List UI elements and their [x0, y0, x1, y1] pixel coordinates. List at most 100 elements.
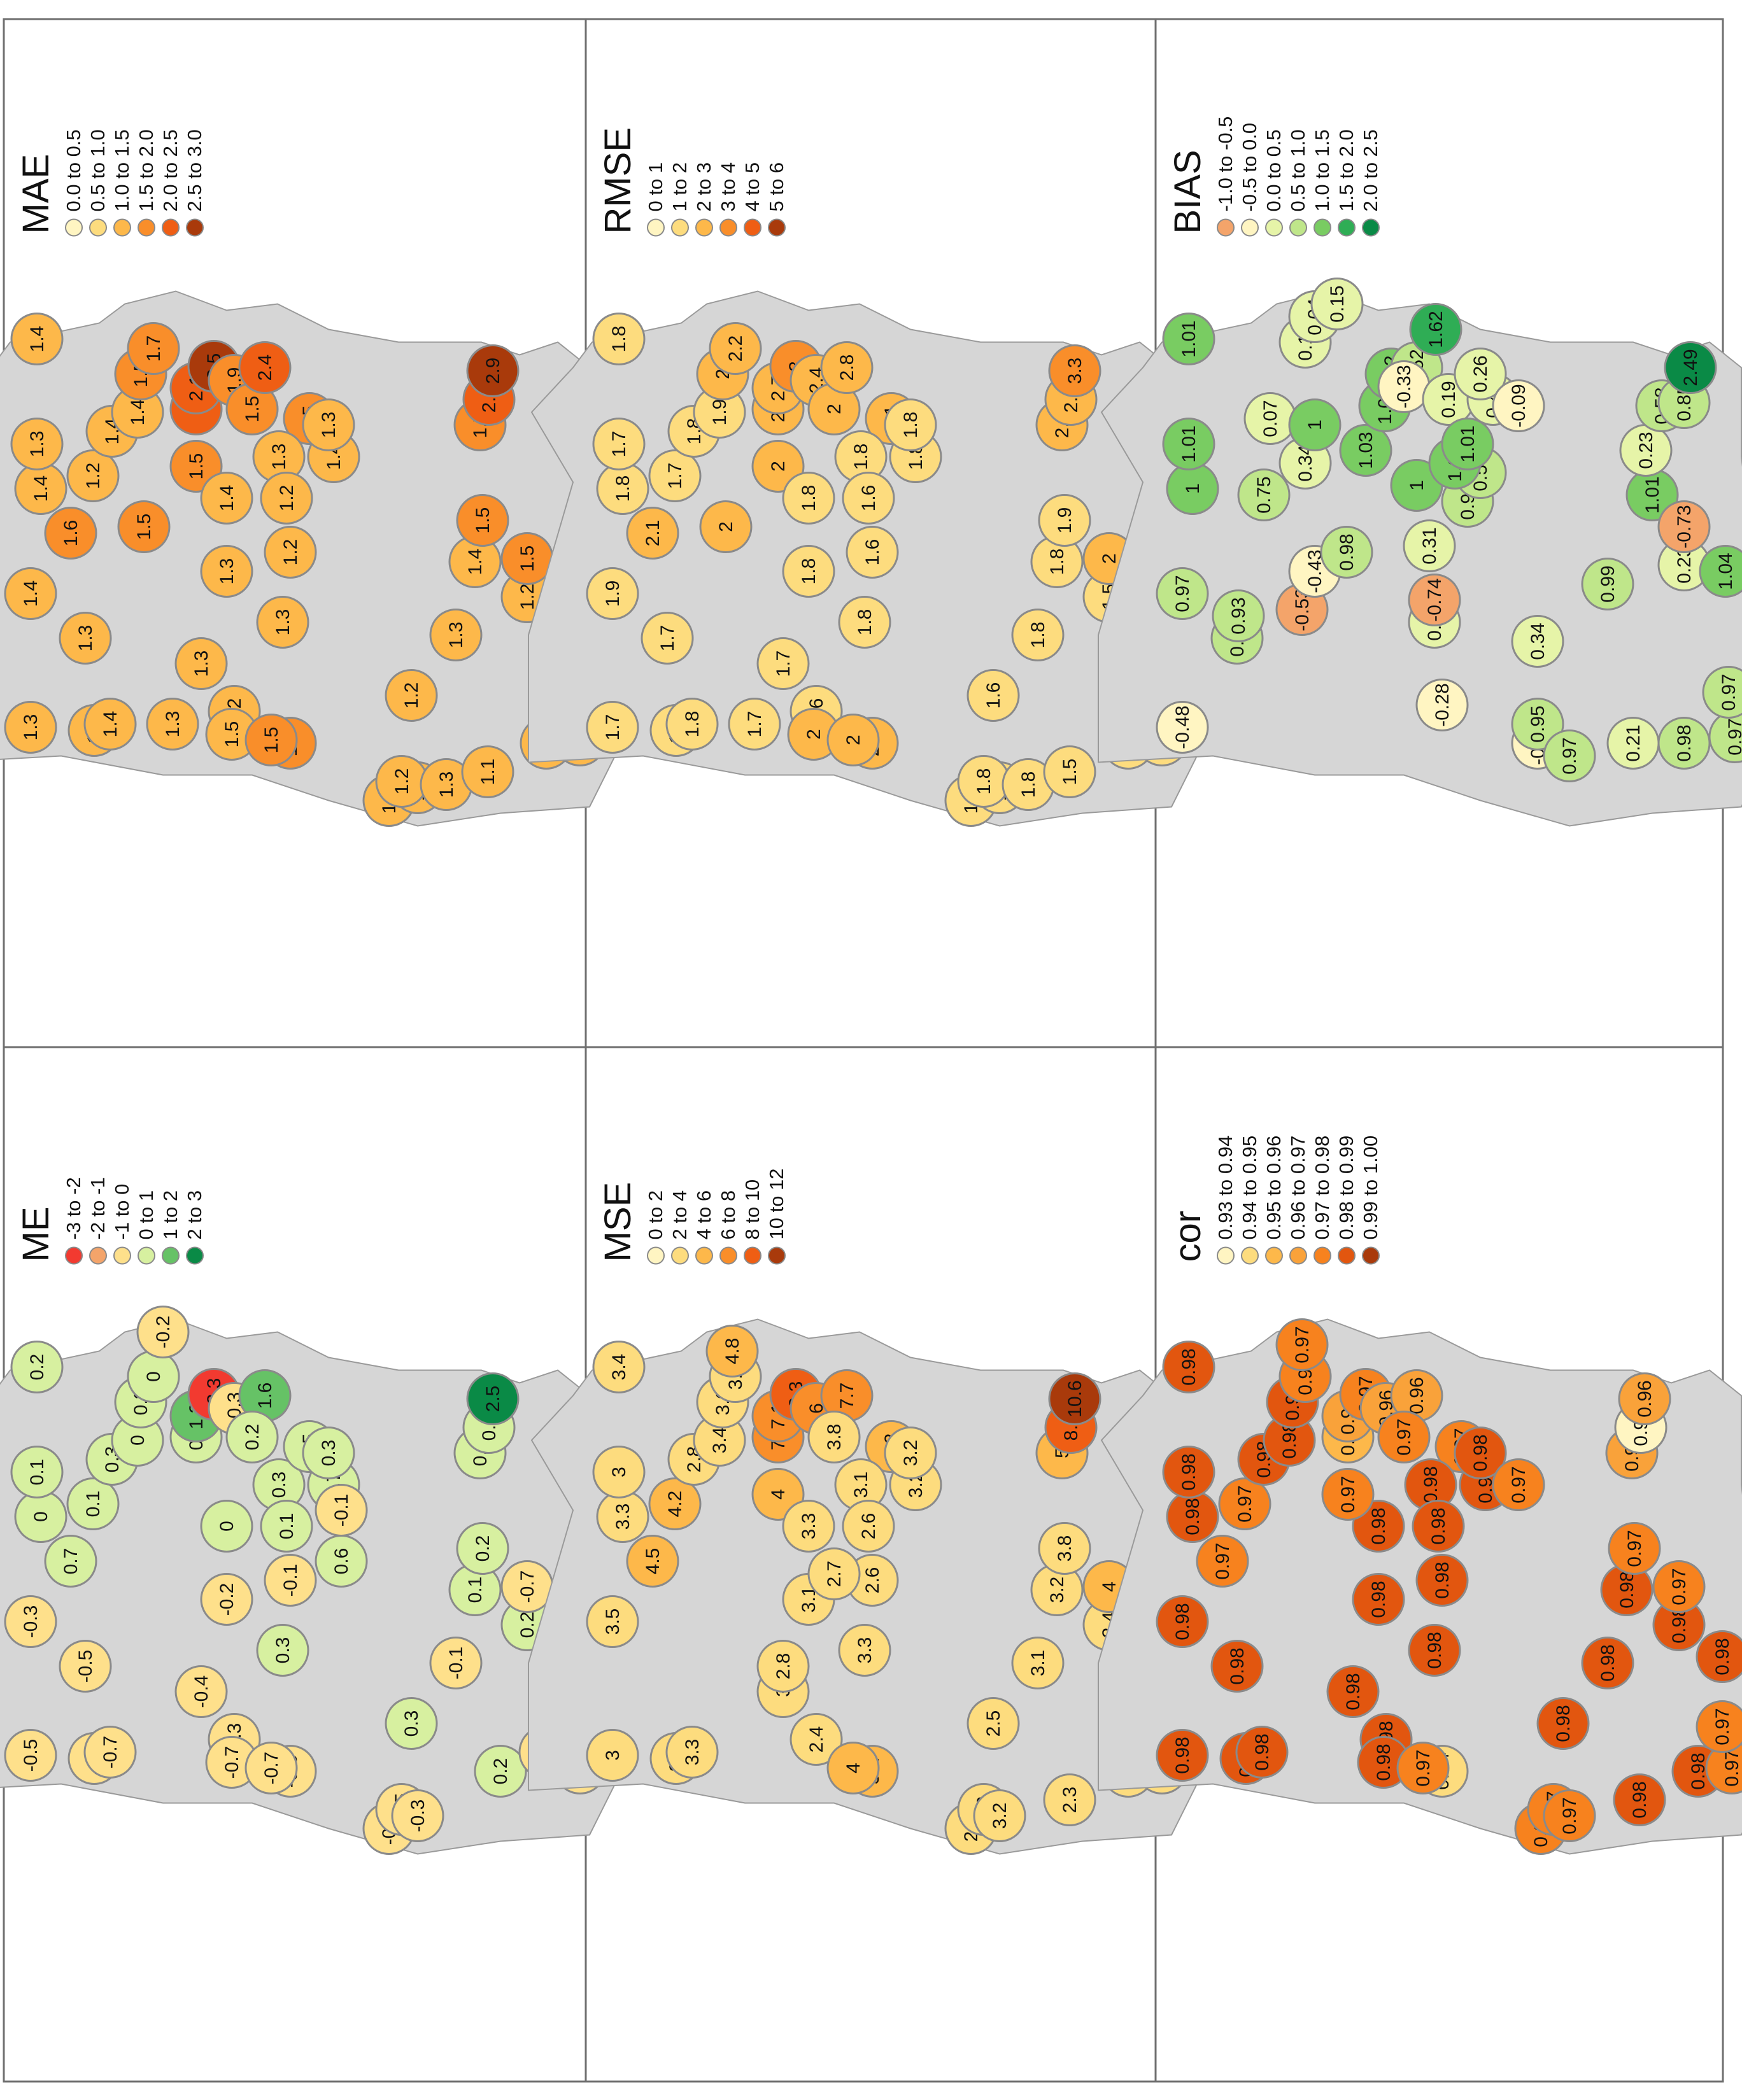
station-value: 1.6: [983, 682, 1004, 709]
legend-swatch: [719, 218, 737, 237]
legend-label: 2 to 4: [669, 1190, 691, 1240]
legend-swatch: [1314, 218, 1331, 237]
station-value: 3.1: [851, 1472, 872, 1498]
legend-label: 0.94 to 0.95: [1238, 1136, 1261, 1240]
station-marker: 1.7: [586, 701, 639, 754]
station-value: 0.98: [1470, 1434, 1491, 1471]
station-value: 1.5: [472, 507, 493, 534]
station-circle: [391, 1789, 444, 1842]
station-circle: [586, 567, 639, 620]
station-value: 2: [716, 521, 737, 532]
station-circle: [456, 1522, 509, 1575]
station-marker: 1.2: [264, 526, 317, 579]
station-value: 1.8: [798, 558, 819, 585]
station-marker: 0.98: [1600, 1563, 1653, 1616]
station-marker: -0.1: [264, 1554, 317, 1607]
station-circle: [44, 1535, 97, 1588]
station-value: 3.8: [824, 1424, 845, 1451]
legend-swatch: [89, 218, 107, 237]
station-circle: [1412, 1500, 1465, 1553]
station-value: 0.97: [1292, 1326, 1313, 1363]
station-circle: [83, 1726, 137, 1779]
station-marker: -0.7: [83, 1726, 137, 1779]
legend-label: 2 to 3: [183, 1190, 206, 1240]
station-circle: [1492, 1458, 1545, 1511]
station-marker: 1.8: [782, 472, 835, 525]
legend-swatch: [768, 218, 786, 237]
station-value: 0.3: [318, 1440, 339, 1467]
station-marker: 3.8: [1038, 1522, 1091, 1575]
legend-swatch: [138, 218, 155, 237]
station-circle: [1043, 1773, 1096, 1826]
station-circle: [1608, 1522, 1661, 1575]
station-marker: 0: [14, 1490, 67, 1543]
panel-title: ME: [15, 1207, 57, 1262]
legend-swatch: [695, 218, 713, 237]
station-marker: 1.6: [967, 669, 1020, 722]
station-marker: 2: [807, 383, 861, 435]
station-value: 0.1: [27, 1459, 48, 1486]
station-value: 1.03: [1356, 432, 1377, 469]
station-value: 1.6: [255, 1383, 276, 1409]
station-marker: 2.4: [790, 1713, 843, 1766]
station-value: 0.98: [1424, 1631, 1445, 1668]
legend-label: -3 to -2: [62, 1177, 85, 1239]
station-marker: 0.97: [1608, 1522, 1661, 1575]
station-value: 1.5: [261, 727, 282, 754]
legend-label: 2.5 to 3.0: [183, 129, 206, 211]
station-marker: 0.3: [385, 1697, 438, 1750]
station-value: 0: [31, 1511, 52, 1522]
station-marker: 3.3: [1048, 344, 1101, 397]
station-circle: [1162, 313, 1215, 365]
station-circle: [641, 612, 694, 665]
station-marker: 1.8: [1011, 609, 1065, 661]
station-value: 1.3: [269, 444, 290, 470]
legend-label: -1.0 to -0.5: [1214, 116, 1236, 212]
station-value: 2.8: [773, 1653, 794, 1680]
station-value: 1.3: [446, 622, 467, 649]
legend-swatch: [162, 218, 180, 237]
station-marker: -0.09: [1492, 379, 1545, 432]
legend-swatch: [89, 1246, 107, 1265]
station-circle: [117, 500, 171, 553]
station-value: 0.97: [1508, 1466, 1529, 1503]
station-value: -0.7: [517, 1570, 538, 1603]
station-circle: [626, 507, 679, 560]
station-marker: 0.97: [1156, 567, 1209, 620]
station-marker: 0.3: [302, 1427, 355, 1479]
station-marker: 1.3: [429, 609, 483, 661]
station-circle: [1352, 1573, 1405, 1626]
station-value: 0.97: [1172, 575, 1193, 612]
legend-swatch: [647, 218, 665, 237]
station-marker: 4.2: [648, 1477, 702, 1530]
station-value: 10.6: [1065, 1380, 1086, 1417]
panel-group: MAE 0.0 to 0.5 0.5 to 1.0 1.0 to 1.5 1.5 to …: [0, 116, 1742, 1855]
station-circle: [174, 1665, 228, 1718]
station-circle: [1536, 1697, 1590, 1750]
station-circle: [756, 1640, 810, 1693]
station-value: 1.9: [1054, 507, 1075, 534]
station-marker: 3.3: [596, 1490, 649, 1543]
legend-label: 0.97 to 0.98: [1311, 1136, 1333, 1240]
station-marker: 2.9: [466, 344, 520, 397]
station-marker: 1.4: [14, 462, 67, 515]
station-value: 0.97: [1712, 1708, 1733, 1745]
legend-label: 0 to 2: [644, 1190, 667, 1240]
station-value: 0.98: [1373, 1744, 1394, 1780]
station-marker: 0.98: [1326, 1665, 1380, 1718]
station-circle: [1218, 1477, 1271, 1530]
station-value: 1: [1305, 419, 1326, 430]
station-value: 0.98: [1553, 1705, 1574, 1742]
station-value: 1.6: [60, 520, 81, 547]
station-value: 3.3: [613, 1504, 634, 1530]
station-circle: [474, 1745, 527, 1798]
station-marker: 1.7: [641, 612, 694, 665]
legend-swatch: [1265, 218, 1283, 237]
station-marker: 1.6: [44, 507, 97, 560]
legend-swatch: [744, 1246, 761, 1265]
station-value: 0.97: [1624, 1530, 1645, 1567]
station-marker: 3.2: [1030, 1563, 1084, 1616]
station-marker: 1.4: [4, 567, 57, 620]
legend-swatch: [186, 218, 204, 237]
